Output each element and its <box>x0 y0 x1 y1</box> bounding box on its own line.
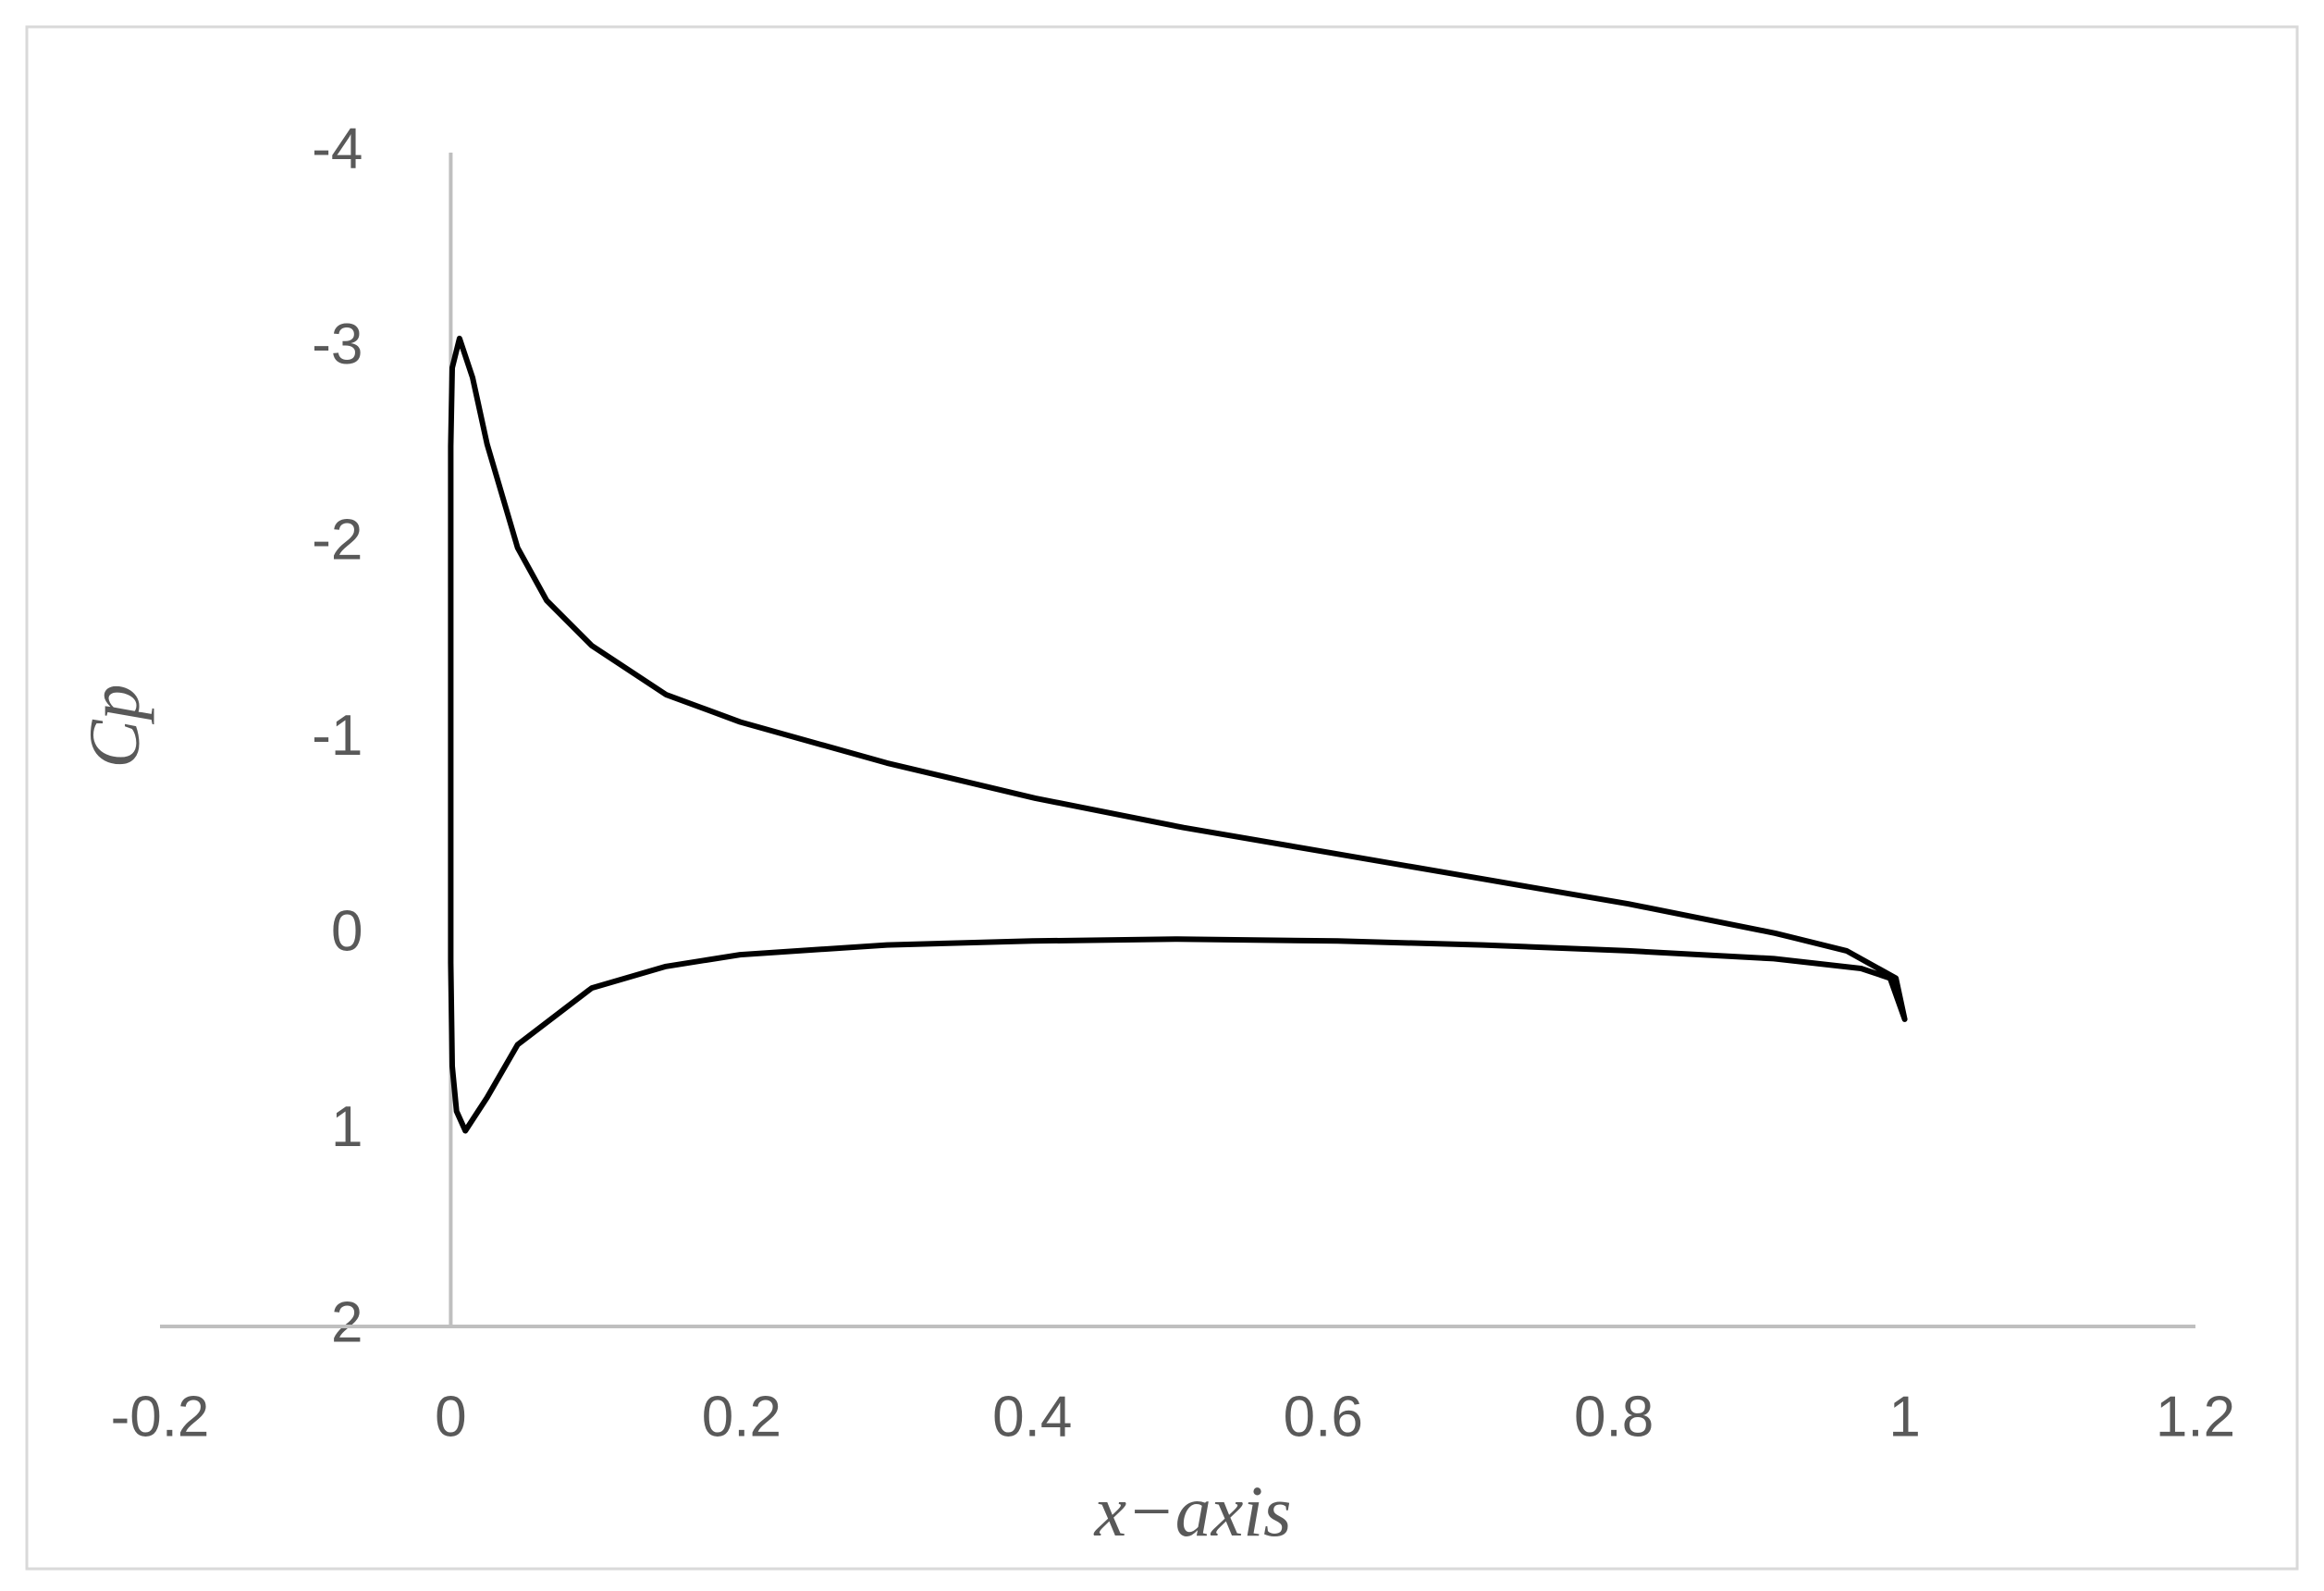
x-tick-label: 0.2 <box>702 1385 781 1449</box>
y-tick-label: -1 <box>312 704 363 768</box>
y-tick-label: -4 <box>312 117 363 180</box>
x-tick-label: 1.2 <box>2156 1385 2235 1449</box>
y-tick-label: -2 <box>312 508 363 572</box>
y-tick-label: 1 <box>331 1095 363 1159</box>
x-tick-label: 0 <box>435 1385 466 1449</box>
chart-border <box>25 25 2299 1571</box>
data-line <box>448 335 1908 1134</box>
y-axis-title: Cp <box>74 684 154 768</box>
x-axis-title: x−axis <box>1094 1471 1292 1551</box>
x-tick-label: 0.4 <box>992 1385 1072 1449</box>
x-tick-label: 0.6 <box>1284 1385 1363 1449</box>
y-tick-label: 2 <box>331 1290 363 1354</box>
y-tick-label: -3 <box>312 313 363 376</box>
x-tick-label: 0.8 <box>1574 1385 1654 1449</box>
x-tick-label: 1 <box>1888 1385 1920 1449</box>
x-tick-label: -0.2 <box>111 1385 210 1449</box>
y-tick-label: 0 <box>331 899 363 963</box>
